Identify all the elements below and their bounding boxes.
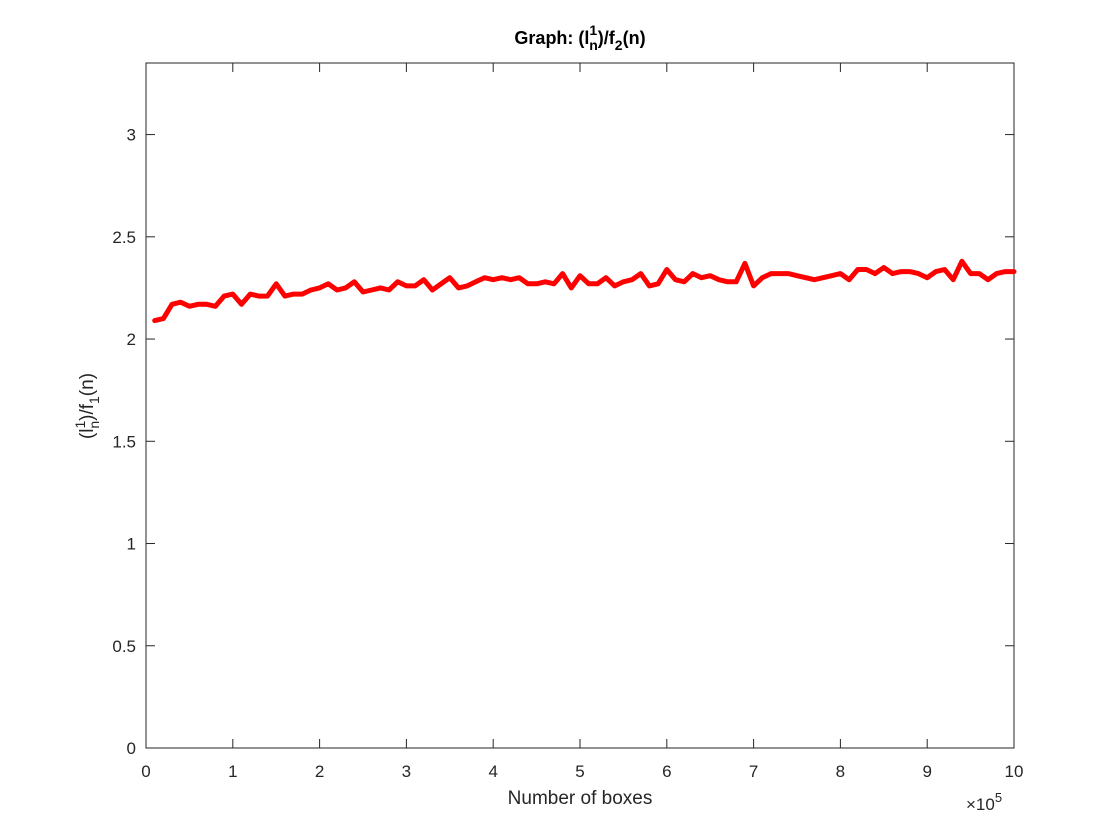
x-tick-label: 1 — [228, 762, 237, 781]
x-tick-label: 2 — [315, 762, 324, 781]
x-tick-label: 0 — [141, 762, 150, 781]
data-series-line — [152, 258, 1017, 324]
x-tick-label: 9 — [922, 762, 931, 781]
x-tick-label: 6 — [662, 762, 671, 781]
x-axis-exponent: ×105 — [966, 790, 1002, 814]
y-tick-label: 1 — [127, 535, 136, 554]
y-tick-label: 0.5 — [112, 637, 136, 656]
x-tick-label: 4 — [488, 762, 497, 781]
chart-title: Graph: (l1 n)/f2(n) — [514, 22, 645, 53]
y-tick-label: 0 — [127, 739, 136, 758]
y-axis-ticks: 0 0.5 1 1.5 2 2.5 3 — [112, 126, 1014, 758]
y-tick-label: 1.5 — [112, 432, 136, 451]
x-axis-label: Number of boxes — [508, 788, 653, 809]
x-tick-label: 7 — [749, 762, 758, 781]
y-tick-label: 2 — [127, 330, 136, 349]
x-tick-label: 8 — [836, 762, 845, 781]
y-tick-label: 3 — [127, 126, 136, 145]
y-tick-label: 2.5 — [112, 228, 136, 247]
y-axis-label: (l1n)/f1(n) — [72, 373, 102, 439]
x-tick-label: 5 — [575, 762, 584, 781]
plot-area — [145, 62, 1015, 749]
x-tick-label: 10 — [1005, 762, 1024, 781]
x-axis-ticks: 0 1 2 3 4 5 6 7 8 9 10 — [141, 63, 1023, 781]
x-tick-label: 3 — [402, 762, 411, 781]
